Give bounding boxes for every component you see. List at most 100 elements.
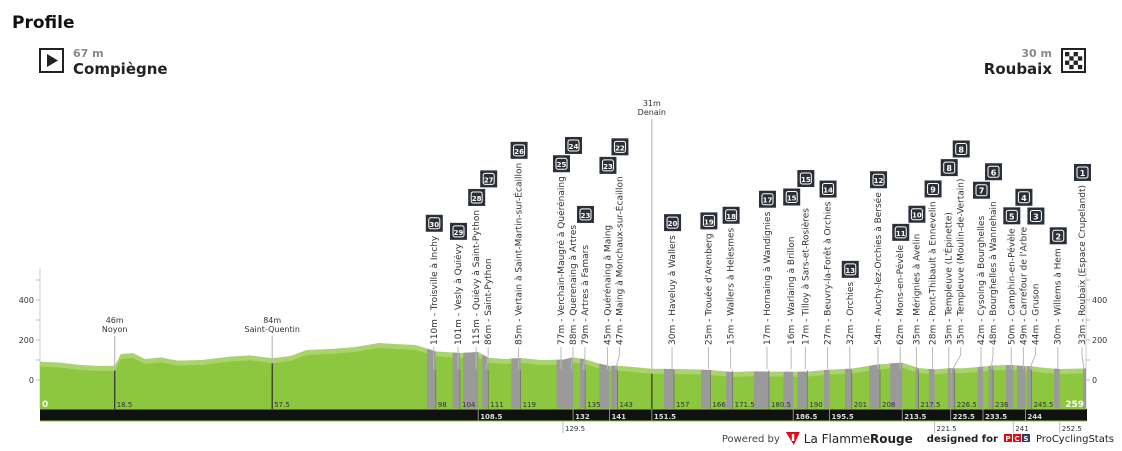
cobbled-sector-band [452, 343, 461, 409]
sector-badge-box [1049, 227, 1067, 245]
sector-badge-frame [910, 208, 923, 221]
cobbled-sector-band [579, 343, 586, 409]
km-label: 236 [995, 401, 1009, 409]
y-tick-label: 200 [1092, 336, 1107, 345]
pcs-box-p [1003, 434, 1012, 442]
sector-line [570, 354, 574, 370]
sector-badge: 7 [973, 181, 991, 199]
km-band-bar [40, 409, 1087, 421]
sector-badge: 19 [700, 212, 718, 230]
sector-label: 54m - Auchy-lez-Orchies à Bersée [873, 192, 884, 345]
sector-badge-frame [975, 184, 988, 197]
sector-number: 29 [454, 229, 464, 237]
sector-number: 7 [979, 187, 985, 196]
sector-badge-box [924, 180, 942, 198]
sector-label: 30m - Willems à Hem [1054, 248, 1064, 345]
sector-badge: 4 [1015, 188, 1033, 206]
km-band: 0 18.5 57.5 98 104 111 119 135 143 157 166 171.5 180… [40, 370, 1087, 433]
sector-line [990, 354, 994, 370]
sector-number: 4 [1021, 194, 1027, 203]
finish-elevation: 30 m [1021, 47, 1052, 60]
sector-badge-frame [943, 161, 956, 174]
cobbled-sector-band [426, 343, 436, 409]
sector-badge-frame [613, 140, 626, 153]
sector-badge: 13 [841, 260, 859, 278]
cobbled-sector-band [463, 343, 479, 409]
km-label: 0 [42, 400, 48, 410]
sector-label: 17m - Tilloy à Sars-et-Rosières [800, 208, 811, 345]
sector-label: 115m - Quiévy à Saint-Python [471, 210, 482, 345]
sector-badge-box [870, 171, 888, 189]
cobbled-sector-band [797, 343, 808, 409]
sector-number: 1 [1080, 169, 1086, 178]
flag-square [1073, 60, 1078, 65]
sector-badge-box [468, 188, 486, 206]
sector-number: 3 [1033, 213, 1039, 222]
sector-number: 17 [763, 197, 773, 205]
sector-badge: 10 [908, 205, 926, 223]
km-label: 244 [1027, 413, 1042, 421]
town-elevation: 31m [643, 99, 661, 108]
sector-badge-box [797, 170, 815, 188]
finish-info: 30 m Roubaix [984, 47, 1086, 78]
km-label: 141 [611, 413, 626, 421]
km-label: 108.5 [480, 413, 502, 421]
sector-line [952, 354, 962, 370]
sector-line [1029, 354, 1036, 370]
sector-badge-frame [725, 209, 738, 222]
flag-square [1065, 52, 1070, 57]
flamme-rouge-logo-icon [785, 432, 800, 445]
km-label: 195.5 [832, 413, 854, 421]
sector-badge: 23 [577, 205, 594, 223]
km-label: 166 [712, 401, 726, 409]
sector-badge: 27 [480, 170, 498, 188]
km-label: 18.5 [117, 401, 133, 409]
cobbled-sector-band [1016, 343, 1026, 409]
town-name: Saint-Quentin [245, 325, 300, 334]
cobbled-sector-band [988, 343, 994, 409]
sector-badge-box [510, 141, 528, 159]
sector-number: 2 [1055, 232, 1061, 241]
sector-badge-frame [1052, 229, 1065, 242]
sector-badge-box [892, 223, 910, 241]
town-name: Denain [638, 108, 666, 117]
km-label: 241 [1015, 425, 1028, 433]
km-label: 57.5 [274, 401, 290, 409]
sector-label: 88m - Querenaing à Artres [569, 225, 579, 345]
sector-number: 20 [668, 220, 678, 228]
sector-label: 42m - Cysoing à Bourghelles [977, 215, 987, 345]
sector-label: 101m - Vesly à Quiévy [453, 243, 464, 345]
flag-square [1073, 52, 1078, 57]
sector-badge: 15 [797, 170, 815, 188]
sector-number: 10 [912, 212, 922, 220]
sector-number: 22 [615, 144, 625, 152]
sector-number: 8 [958, 145, 964, 154]
sector-badge-frame [1029, 210, 1042, 223]
sector-badge-box [664, 214, 682, 232]
sector-badge-box [758, 190, 776, 208]
sector-badge-frame [567, 139, 580, 152]
km-label: 226.5 [957, 401, 977, 409]
sector-badge-box [952, 140, 970, 158]
pcs-letter-p: P [1005, 435, 1010, 443]
designed-for-text: designed for [927, 434, 998, 445]
sector-label: 33m - Roubaix (Espace Crupelandt) [1078, 185, 1088, 345]
sector-label: 17m - Hornaing à Wandignies [763, 211, 773, 345]
cobbled-sector-band [511, 343, 521, 409]
km-label: 157 [676, 401, 689, 409]
sector-badge-frame [894, 226, 907, 239]
sector-badge: 18 [722, 206, 740, 224]
sector-badge-frame [482, 172, 495, 185]
sector-badge-frame [702, 214, 715, 227]
y-tick-label: 400 [1092, 296, 1107, 305]
sector-badge: 11 [892, 223, 910, 241]
cobbled-sector-band [556, 343, 563, 409]
pcs-name: ProCyclingStats [1036, 434, 1114, 445]
km-label: 132 [575, 413, 590, 421]
km-label: 208 [882, 401, 895, 409]
cobbled-sector-band [823, 343, 830, 409]
sector-badge-box [841, 260, 859, 278]
sector-badge-box [1003, 207, 1021, 225]
cobbled-sector-band [663, 343, 675, 409]
